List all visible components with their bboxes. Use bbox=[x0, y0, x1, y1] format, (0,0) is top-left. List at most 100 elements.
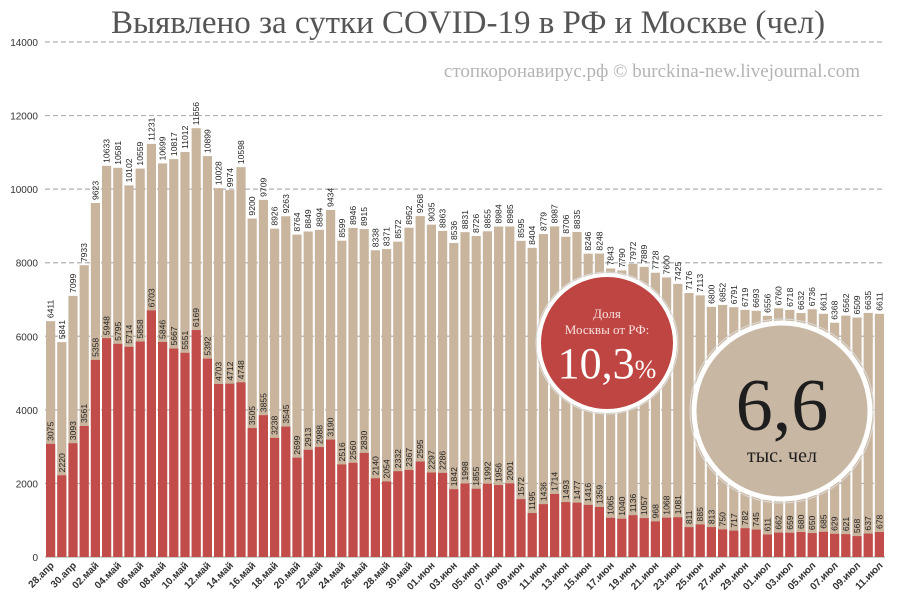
value-label-moscow: 1493 bbox=[561, 480, 571, 499]
value-label-total: 6509 bbox=[852, 295, 862, 314]
bar-total bbox=[370, 250, 380, 558]
value-label-moscow: 611 bbox=[762, 518, 772, 532]
bar-total bbox=[68, 295, 78, 557]
value-label-moscow: 1065 bbox=[606, 495, 616, 514]
bar-moscow bbox=[158, 341, 168, 557]
value-label-total: 5841 bbox=[57, 320, 67, 339]
value-label-moscow: 2913 bbox=[303, 428, 313, 447]
bar-moscow bbox=[796, 531, 806, 557]
value-label-total: 6411 bbox=[46, 299, 56, 318]
value-label-total: 6611 bbox=[818, 292, 828, 311]
value-label-moscow: 5714 bbox=[124, 324, 134, 343]
bar-total bbox=[359, 229, 369, 557]
value-label-moscow: 2516 bbox=[337, 442, 347, 461]
bar-total bbox=[471, 236, 481, 557]
bar-moscow bbox=[449, 489, 459, 557]
value-label-total: 11656 bbox=[191, 102, 201, 125]
y-tick-label: 12000 bbox=[10, 112, 38, 123]
bar-total bbox=[57, 342, 67, 557]
value-label-moscow: 5795 bbox=[113, 321, 123, 340]
value-label-total: 8863 bbox=[438, 209, 448, 228]
bar-moscow bbox=[583, 504, 593, 557]
value-label-total: 10102 bbox=[124, 158, 134, 182]
value-label-moscow: 662 bbox=[774, 515, 784, 530]
bar-moscow bbox=[438, 472, 448, 557]
value-label-total: 10581 bbox=[113, 141, 123, 165]
value-label-total: 8926 bbox=[270, 206, 280, 225]
value-label-moscow: 782 bbox=[740, 511, 750, 526]
value-label-moscow: 811 bbox=[684, 510, 694, 524]
value-label-moscow: 1992 bbox=[482, 461, 492, 480]
value-label-total: 6611 bbox=[874, 292, 884, 311]
value-label-moscow: 2988 bbox=[314, 425, 324, 444]
value-label-total: 7600 bbox=[662, 255, 672, 274]
value-label-total: 9623 bbox=[90, 181, 100, 200]
bar-total bbox=[505, 226, 515, 558]
value-label-moscow: 5667 bbox=[169, 326, 179, 345]
chart-title: Выявлено за сутки COVID-19 в РФ и Москве… bbox=[111, 5, 825, 41]
bar-moscow bbox=[382, 481, 392, 557]
bar-total bbox=[292, 234, 302, 558]
value-label-moscow: 685 bbox=[818, 514, 828, 529]
bar-total bbox=[494, 226, 504, 557]
bar-total bbox=[550, 226, 560, 557]
value-label-total: 7843 bbox=[606, 246, 616, 265]
value-label-moscow: 680 bbox=[796, 514, 806, 529]
value-label-total: 6635 bbox=[863, 291, 873, 310]
bar-moscow bbox=[471, 488, 481, 557]
value-label-total: 8404 bbox=[527, 226, 537, 245]
bar-moscow bbox=[606, 517, 616, 557]
value-label-total: 6800 bbox=[706, 285, 716, 304]
value-label-total: 8764 bbox=[292, 212, 302, 231]
bar-moscow bbox=[830, 533, 840, 557]
value-label-moscow: 750 bbox=[718, 512, 728, 527]
value-label-total: 8536 bbox=[449, 221, 459, 240]
value-label-total: 9268 bbox=[415, 194, 425, 213]
value-label-total: 11012 bbox=[180, 125, 190, 148]
bar-total bbox=[460, 232, 470, 557]
value-label-moscow: 5392 bbox=[202, 336, 212, 355]
value-label-moscow: 1572 bbox=[516, 477, 526, 496]
value-label-moscow: 1040 bbox=[617, 496, 627, 515]
bar-moscow bbox=[337, 464, 347, 557]
bar-total bbox=[673, 283, 683, 557]
average-callout: 6,6 тыс. чел bbox=[689, 318, 875, 504]
moscow-share-value: 10,3 bbox=[558, 339, 635, 388]
bar-moscow bbox=[236, 382, 246, 557]
y-axis-tick-labels: 0 2000 4000 6000 8000 10000 12000 14000 bbox=[10, 38, 38, 564]
value-label-moscow: 2560 bbox=[348, 440, 358, 459]
value-label-moscow: 1436 bbox=[538, 482, 548, 501]
value-label-moscow: 3075 bbox=[46, 422, 56, 441]
bar-total bbox=[639, 266, 649, 557]
bar-moscow bbox=[303, 449, 313, 557]
bar-moscow bbox=[852, 536, 862, 557]
bar-total bbox=[79, 265, 89, 557]
value-label-total: 10817 bbox=[169, 132, 179, 156]
y-tick-label: 6000 bbox=[16, 332, 39, 343]
bar-total bbox=[303, 231, 313, 557]
value-label-moscow: 1057 bbox=[639, 496, 649, 515]
bar-moscow bbox=[706, 527, 716, 557]
bar-total bbox=[662, 277, 672, 557]
bar-moscow bbox=[79, 426, 89, 557]
bar-moscow bbox=[214, 383, 224, 557]
value-label-total: 8706 bbox=[561, 214, 571, 233]
value-label-moscow: 2140 bbox=[370, 456, 380, 475]
value-label-moscow: 1136 bbox=[628, 494, 638, 513]
value-label-total: 10598 bbox=[236, 140, 246, 164]
value-label-moscow: 6169 bbox=[191, 308, 201, 327]
value-label-moscow: 1714 bbox=[550, 472, 560, 491]
bar-moscow bbox=[258, 415, 268, 557]
value-label-moscow: 885 bbox=[695, 507, 705, 522]
value-label-total: 7099 bbox=[68, 274, 78, 293]
value-label-moscow: 650 bbox=[807, 516, 817, 531]
bar-moscow bbox=[874, 532, 884, 557]
value-label-total: 9263 bbox=[281, 194, 291, 213]
value-label-moscow: 4703 bbox=[214, 362, 224, 381]
bar-moscow bbox=[785, 532, 795, 557]
value-label-moscow: 3855 bbox=[258, 393, 268, 412]
bar-moscow bbox=[57, 475, 67, 557]
bar-moscow bbox=[482, 483, 492, 557]
value-label-total: 8338 bbox=[370, 228, 380, 247]
y-tick-label: 8000 bbox=[16, 259, 39, 270]
